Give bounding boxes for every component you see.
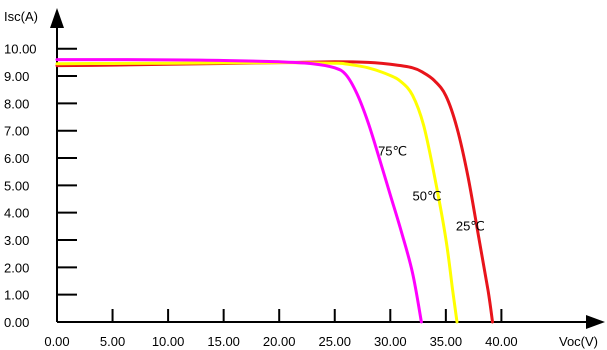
y-tick-label: 4.00 [4,206,29,221]
curve-label-0: 75℃ [378,143,407,158]
series-line-2 [55,58,423,324]
x-axis-arrowhead [586,315,605,329]
series-layer [55,58,494,324]
y-ticks: 0.00 1.00 2.00 3.00 4.00 5.00 6.00 7.00 8.00 9.00… [4,42,77,330]
x-tick-label: 30.00 [374,334,407,349]
x-tick-label: 25.00 [318,334,351,349]
y-tick-label: 8.00 [4,96,29,111]
x-tick-label: 20.00 [263,334,296,349]
x-tick-label: 40.00 [485,334,518,349]
y-axis-arrowhead [50,8,64,28]
y-tick-label: 3.00 [4,233,29,248]
x-tick-label: 15.00 [207,334,240,349]
x-axis-title: Voc(V) [559,334,598,349]
annotation-layer: 75℃ 50℃ 25℃ [378,143,485,233]
x-tick-label: 5.00 [100,334,125,349]
y-tick-label: 1.00 [4,288,29,303]
y-tick-label: 6.00 [4,151,29,166]
y-tick-label: 0.00 [4,315,29,330]
x-ticks: 0.00 5.00 10.00 15.00 20.00 25.00 30.00 35.00 40… [44,309,518,349]
y-axis-title: Isc(A) [4,9,38,24]
y-tick-label: 5.00 [4,178,29,193]
y-tick-label: 10.00 [4,42,37,57]
curve-label-1: 50℃ [413,188,442,203]
x-tick-label: 10.00 [152,334,185,349]
x-tick-label: 0.00 [44,334,69,349]
axes [50,8,605,329]
x-tick-label: 35.00 [430,334,463,349]
y-tick-label: 7.00 [4,124,29,139]
series-line-1 [55,61,459,324]
curve-label-2: 25℃ [456,218,485,233]
y-tick-label: 2.00 [4,260,29,275]
y-tick-label: 9.00 [4,69,29,84]
